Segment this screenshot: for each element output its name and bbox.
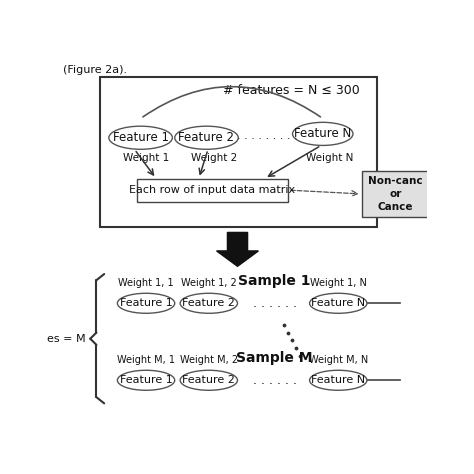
Text: (Figure 2a).: (Figure 2a). xyxy=(63,64,127,74)
Text: Feature N: Feature N xyxy=(294,128,351,140)
Text: Sample 1: Sample 1 xyxy=(238,274,311,288)
Ellipse shape xyxy=(175,126,238,149)
Ellipse shape xyxy=(180,370,237,390)
Text: Weight 2: Weight 2 xyxy=(191,153,237,163)
Text: Weight N: Weight N xyxy=(306,153,353,163)
Text: Weight 1, 2: Weight 1, 2 xyxy=(181,278,237,288)
Text: . . . . . .: . . . . . . xyxy=(253,297,297,310)
Text: . . . . . .: . . . . . . xyxy=(253,374,297,387)
Text: Weight M, N: Weight M, N xyxy=(309,355,368,365)
Text: Feature 2: Feature 2 xyxy=(179,131,235,144)
FancyBboxPatch shape xyxy=(362,171,430,217)
Ellipse shape xyxy=(292,122,353,146)
Text: Feature 2: Feature 2 xyxy=(182,298,235,308)
Text: Weight 1, N: Weight 1, N xyxy=(310,278,367,288)
Text: Weight 1: Weight 1 xyxy=(123,153,169,163)
Text: Feature N: Feature N xyxy=(311,298,365,308)
Text: Feature 2: Feature 2 xyxy=(182,375,235,385)
Text: es = M: es = M xyxy=(47,334,86,344)
Ellipse shape xyxy=(109,126,173,149)
Ellipse shape xyxy=(118,370,175,390)
FancyBboxPatch shape xyxy=(100,77,377,227)
Text: Feature N: Feature N xyxy=(311,375,365,385)
Ellipse shape xyxy=(310,293,367,313)
Polygon shape xyxy=(217,232,258,266)
Text: # features = N ≤ 300: # features = N ≤ 300 xyxy=(223,84,360,97)
FancyBboxPatch shape xyxy=(137,179,288,201)
Ellipse shape xyxy=(180,293,237,313)
Text: Weight 1, 1: Weight 1, 1 xyxy=(118,278,174,288)
Text: Non-canc
or
Cance: Non-canc or Cance xyxy=(368,176,423,212)
Text: Each row of input data matrix: Each row of input data matrix xyxy=(129,185,295,195)
Ellipse shape xyxy=(118,293,175,313)
Ellipse shape xyxy=(310,370,367,390)
Text: Feature 1: Feature 1 xyxy=(113,131,169,144)
Text: Sample M: Sample M xyxy=(237,351,313,365)
Text: Weight M, 2: Weight M, 2 xyxy=(180,355,238,365)
Text: Feature 1: Feature 1 xyxy=(119,298,173,308)
Text: Feature 1: Feature 1 xyxy=(119,375,173,385)
Text: Weight M, 1: Weight M, 1 xyxy=(117,355,175,365)
Text: . . . . . . . . .: . . . . . . . . . xyxy=(237,131,297,141)
